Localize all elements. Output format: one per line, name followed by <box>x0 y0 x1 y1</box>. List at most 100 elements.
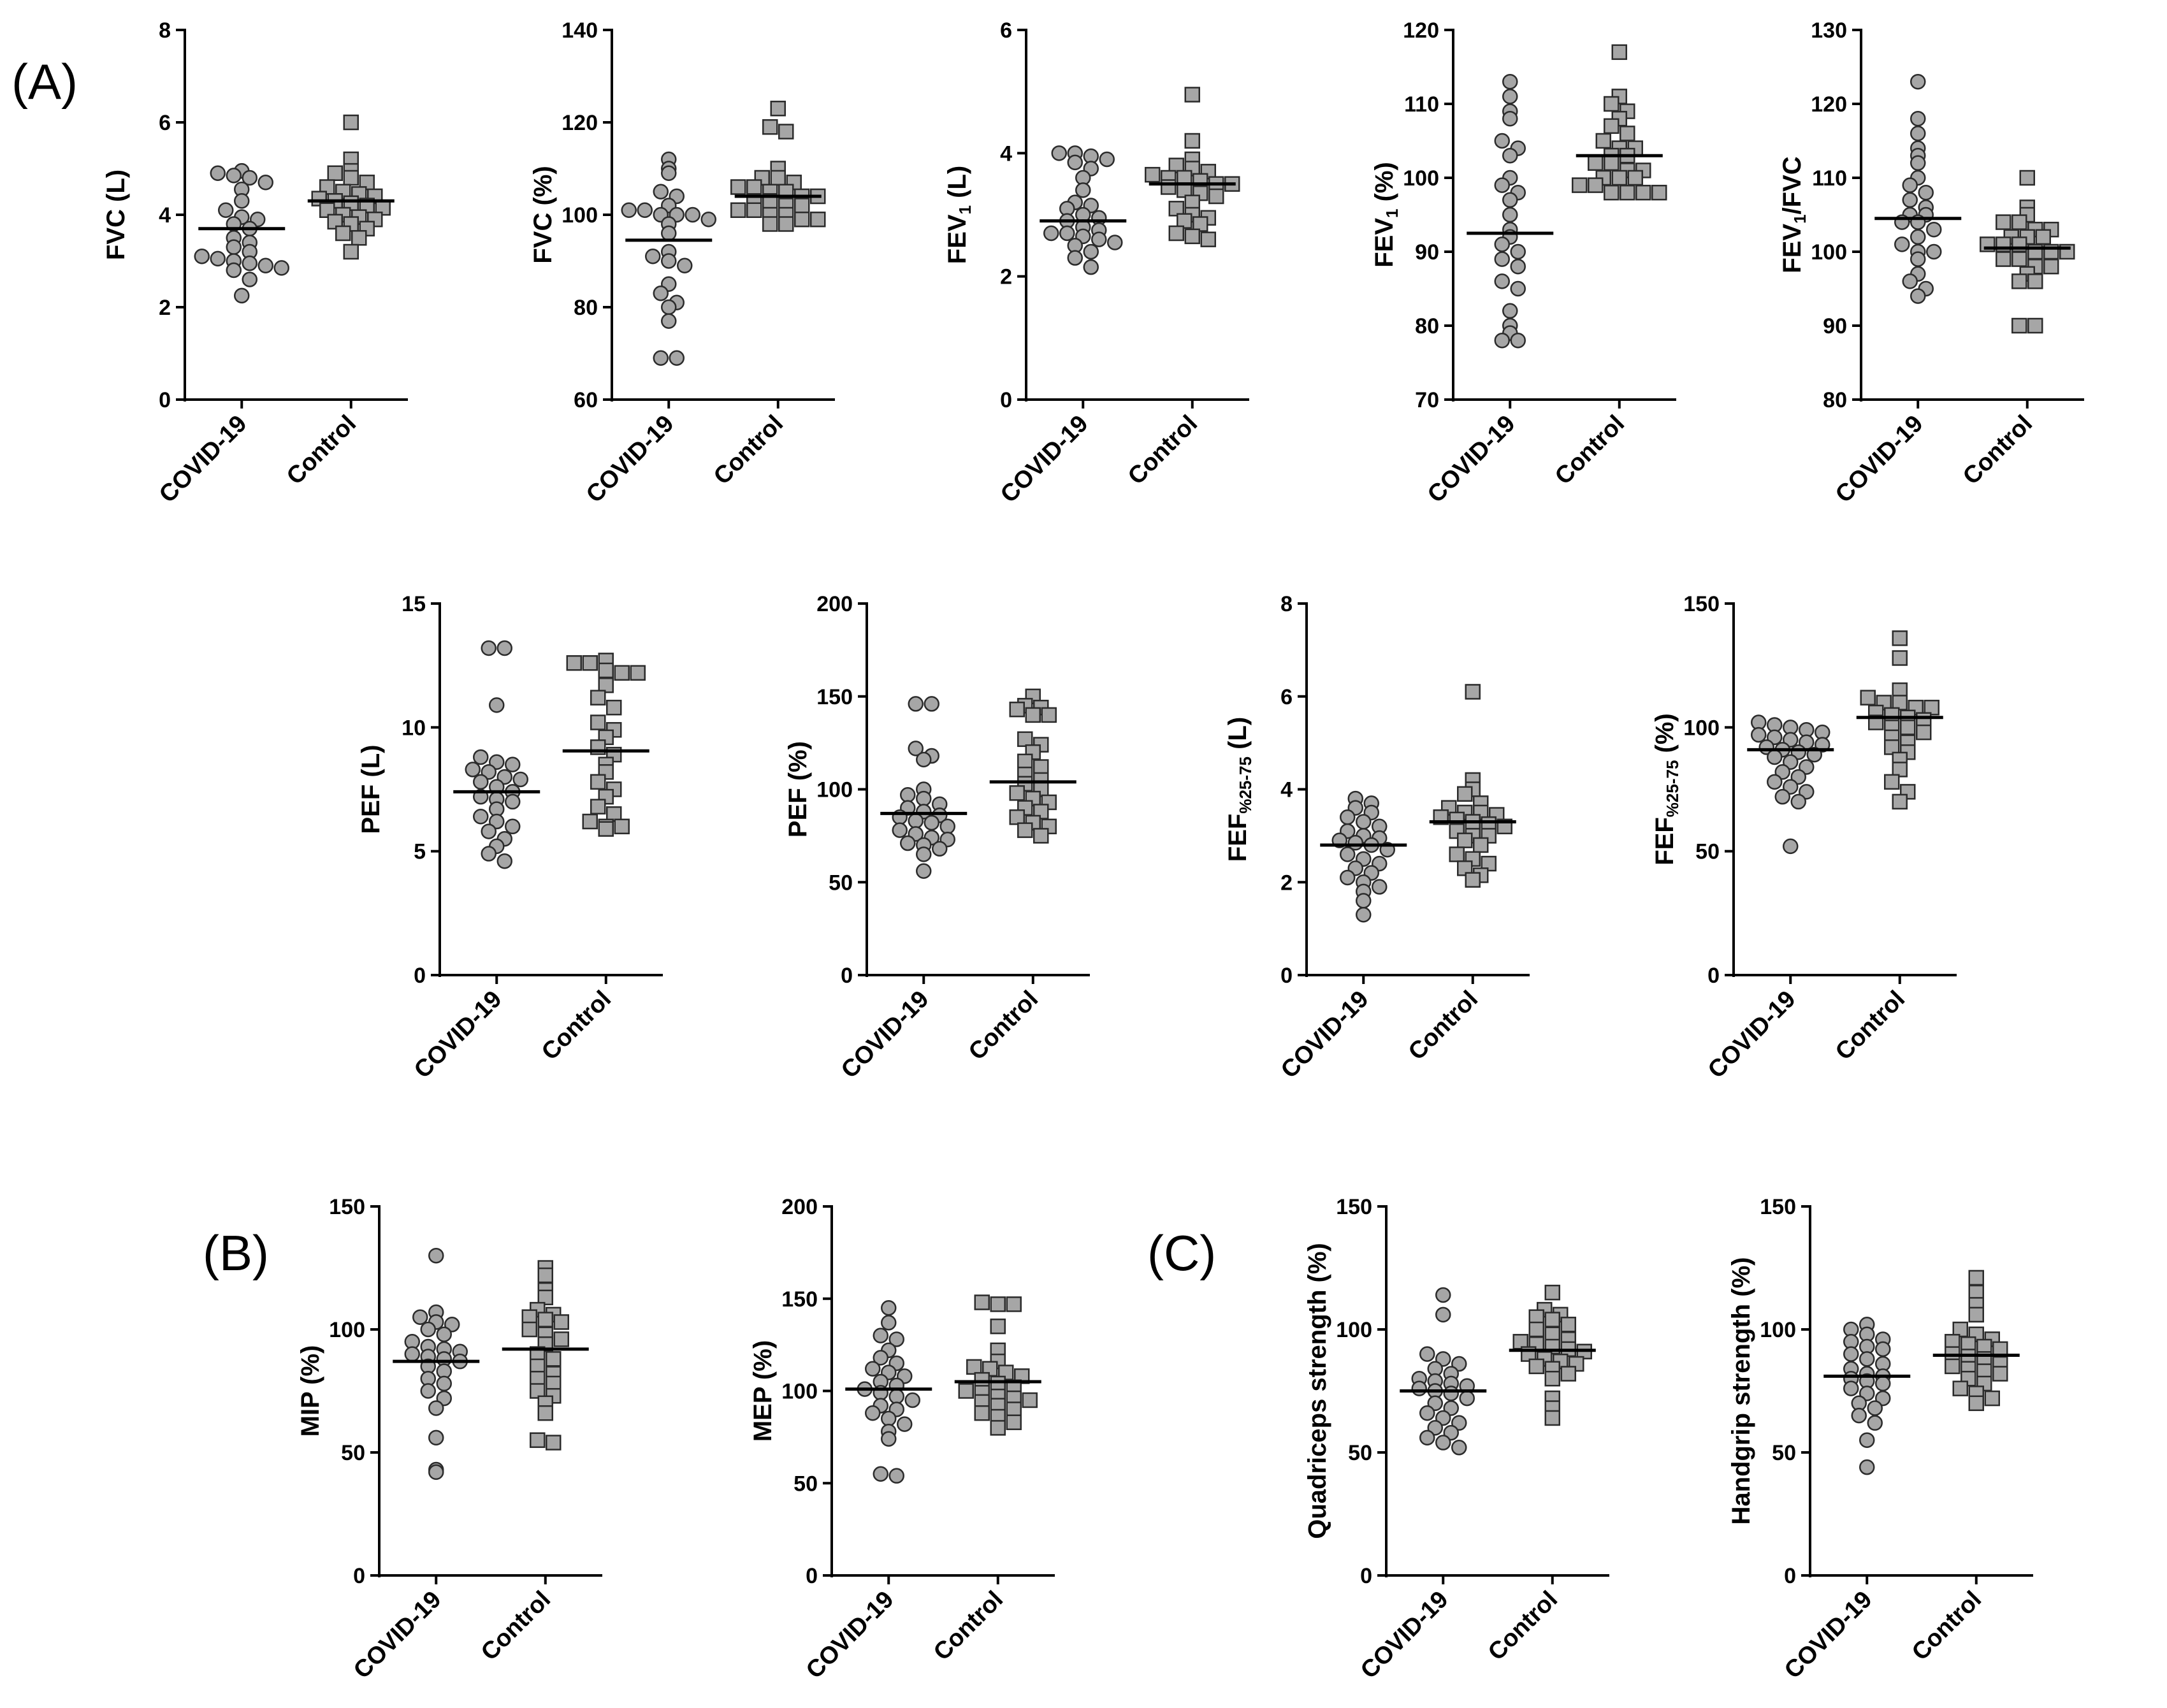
y-tick-label: 110 <box>1404 92 1439 117</box>
y-axis-title: MEP (%) <box>749 1340 777 1442</box>
x-category-label: COVID-19 <box>349 1586 447 1684</box>
data-point <box>1952 1321 1968 1338</box>
data-point <box>1494 332 1510 349</box>
data-point <box>1620 184 1635 201</box>
data-point <box>242 271 257 287</box>
data-point <box>1465 684 1481 700</box>
data-point <box>614 818 630 835</box>
chart-fef-pct: 0 50 100 150 FEF%25-75 (%) COVID-19 Control <box>1651 592 1957 1083</box>
data-point <box>590 714 606 730</box>
data-point <box>1510 332 1526 349</box>
data-point <box>436 1326 452 1342</box>
data-point <box>1184 228 1200 245</box>
y-tick-label: 120 <box>1811 92 1847 117</box>
data-point <box>530 1432 546 1448</box>
x-category-label: COVID-19 <box>581 410 679 509</box>
y-tick-label: 2 <box>159 296 171 320</box>
data-point <box>778 216 794 232</box>
data-point <box>770 170 786 186</box>
data-point <box>1651 184 1667 201</box>
data-point <box>512 771 528 788</box>
data-point <box>537 1267 553 1284</box>
y-tick-label: 50 <box>1695 840 1720 864</box>
data-point <box>1620 126 1635 141</box>
data-point <box>1875 1375 1891 1392</box>
data-point <box>420 1383 436 1399</box>
y-tick-label: 200 <box>781 1195 818 1219</box>
data-point <box>908 696 924 712</box>
y-tick-label: 100 <box>816 778 853 802</box>
data-point <box>1968 1306 1984 1323</box>
data-point <box>1033 828 1049 844</box>
y-tick-label: 100 <box>329 1318 365 1342</box>
data-point <box>1145 166 1161 183</box>
data-point <box>1916 724 1932 741</box>
data-point <box>621 202 637 218</box>
data-point <box>473 774 489 790</box>
data-point <box>1419 1405 1435 1421</box>
data-point <box>226 168 242 184</box>
data-point <box>1041 707 1057 723</box>
data-point <box>546 1435 562 1451</box>
data-point <box>319 202 335 218</box>
data-point <box>2035 229 2051 245</box>
data-point <box>234 193 250 209</box>
data-point <box>481 640 496 656</box>
data-point <box>1860 690 1876 706</box>
data-point <box>1588 155 1604 171</box>
data-point <box>1340 846 1356 862</box>
data-point <box>1051 145 1067 161</box>
data-point <box>865 1405 881 1421</box>
data-point <box>1067 154 1083 171</box>
data-point <box>1892 695 1908 711</box>
y-tick-label: 150 <box>1336 1195 1372 1219</box>
data-point <box>881 1299 897 1316</box>
x-category-label: COVID-19 <box>996 410 1094 509</box>
data-point <box>794 212 810 228</box>
data-point <box>916 863 932 879</box>
data-point <box>1017 731 1033 748</box>
data-point <box>1009 809 1025 825</box>
data-point <box>1009 785 1025 801</box>
data-point <box>661 299 677 315</box>
data-point <box>335 225 351 242</box>
data-point <box>1059 225 1075 242</box>
data-point <box>1510 258 1526 275</box>
y-axis-title: MIP (%) <box>296 1345 324 1437</box>
data-point <box>924 696 939 712</box>
data-point <box>1751 727 1767 743</box>
y-axis-title-part: Quadriceps strength (%) <box>1303 1243 1331 1539</box>
data-point <box>327 214 343 230</box>
x-category-label: Control <box>1907 1586 1987 1666</box>
y-tick-label: 50 <box>1772 1441 1796 1465</box>
data-point <box>669 350 685 366</box>
data-point <box>1867 1415 1883 1431</box>
data-point <box>1075 182 1091 198</box>
y-axis-title-part: FVC (L) <box>102 170 130 260</box>
data-point <box>1473 837 1489 853</box>
y-axis-title-part: PEF (%) <box>784 741 812 837</box>
y-tick-label: 100 <box>1760 1318 1796 1342</box>
y-tick-label: 10 <box>402 716 426 740</box>
data-point <box>1892 762 1908 778</box>
data-point <box>2027 317 2043 334</box>
data-point <box>1992 1366 2008 1382</box>
y-tick-label: 150 <box>1683 592 1720 616</box>
data-point <box>1494 133 1510 149</box>
y-tick-label: 120 <box>562 111 598 135</box>
data-point <box>1884 774 1900 790</box>
data-point <box>1604 96 1620 112</box>
data-point <box>2011 317 2027 334</box>
data-point <box>1572 177 1588 193</box>
data-point <box>1528 1321 1544 1338</box>
data-point <box>1859 1432 1875 1448</box>
data-point <box>1635 184 1651 201</box>
data-point <box>1884 739 1900 755</box>
data-point <box>1900 720 1916 735</box>
data-point <box>645 249 661 264</box>
data-point <box>904 1392 920 1408</box>
data-point <box>685 206 700 223</box>
x-category-label: COVID-19 <box>801 1586 899 1684</box>
data-point <box>1067 250 1083 266</box>
